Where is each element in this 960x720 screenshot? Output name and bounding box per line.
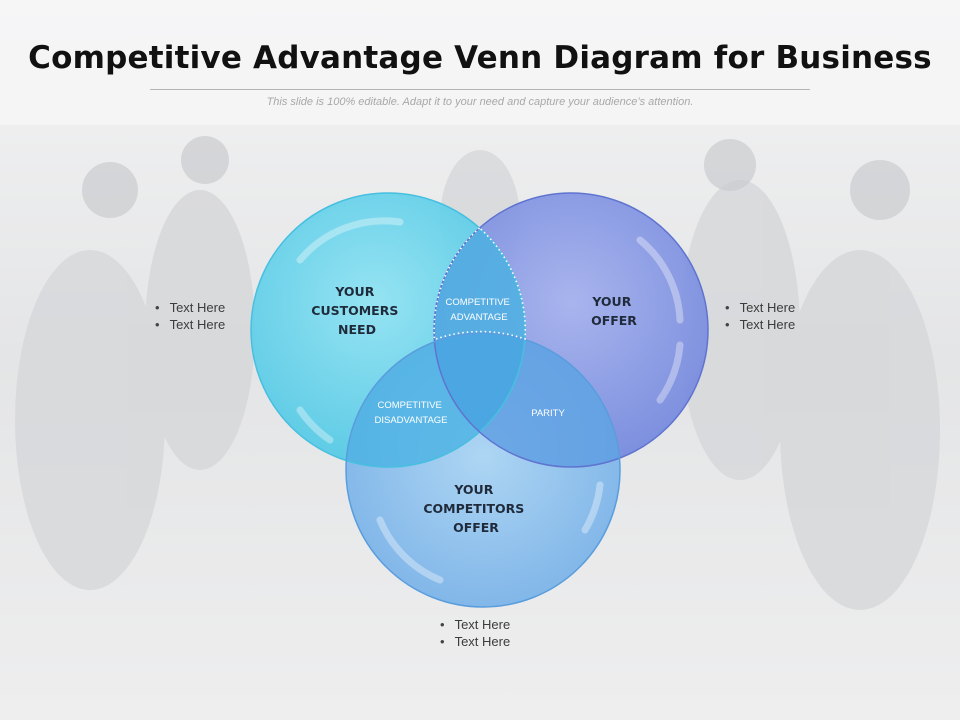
page-title: Competitive Advantage Venn Diagram for B… [28, 40, 932, 76]
region-competitive-disadvantage [346, 333, 525, 467]
label-customers-need: YOUR CUSTOMERS NEED [311, 284, 402, 337]
region-parity [434, 333, 620, 467]
bullet-item: Text Here [440, 633, 511, 650]
label-competitive-advantage: COMPETITIVE ADVANTAGE [445, 297, 512, 323]
label-competitive-disadvantage: COMPETITIVE DISADVANTAGE [374, 400, 447, 426]
bullet-list-left: Text Here Text Here [155, 299, 226, 333]
title-divider [150, 89, 810, 90]
page-subtitle: This slide is 100% editable. Adapt it to… [266, 96, 694, 108]
bullet-list-right: Text Here Text Here [725, 299, 796, 333]
bullet-list-bottom: Text Here Text Here [440, 616, 511, 650]
bullet-item: Text Here [725, 316, 796, 333]
label-competitors-offer: YOUR COMPETITORS OFFER [423, 482, 528, 535]
bullet-item: Text Here [155, 316, 226, 333]
bullet-item: Text Here [725, 299, 796, 316]
label-your-offer: YOUR OFFER [591, 294, 637, 328]
bullet-item: Text Here [155, 299, 226, 316]
bullet-item: Text Here [440, 616, 511, 633]
region-center [434, 333, 525, 467]
label-parity: PARITY [531, 408, 565, 419]
